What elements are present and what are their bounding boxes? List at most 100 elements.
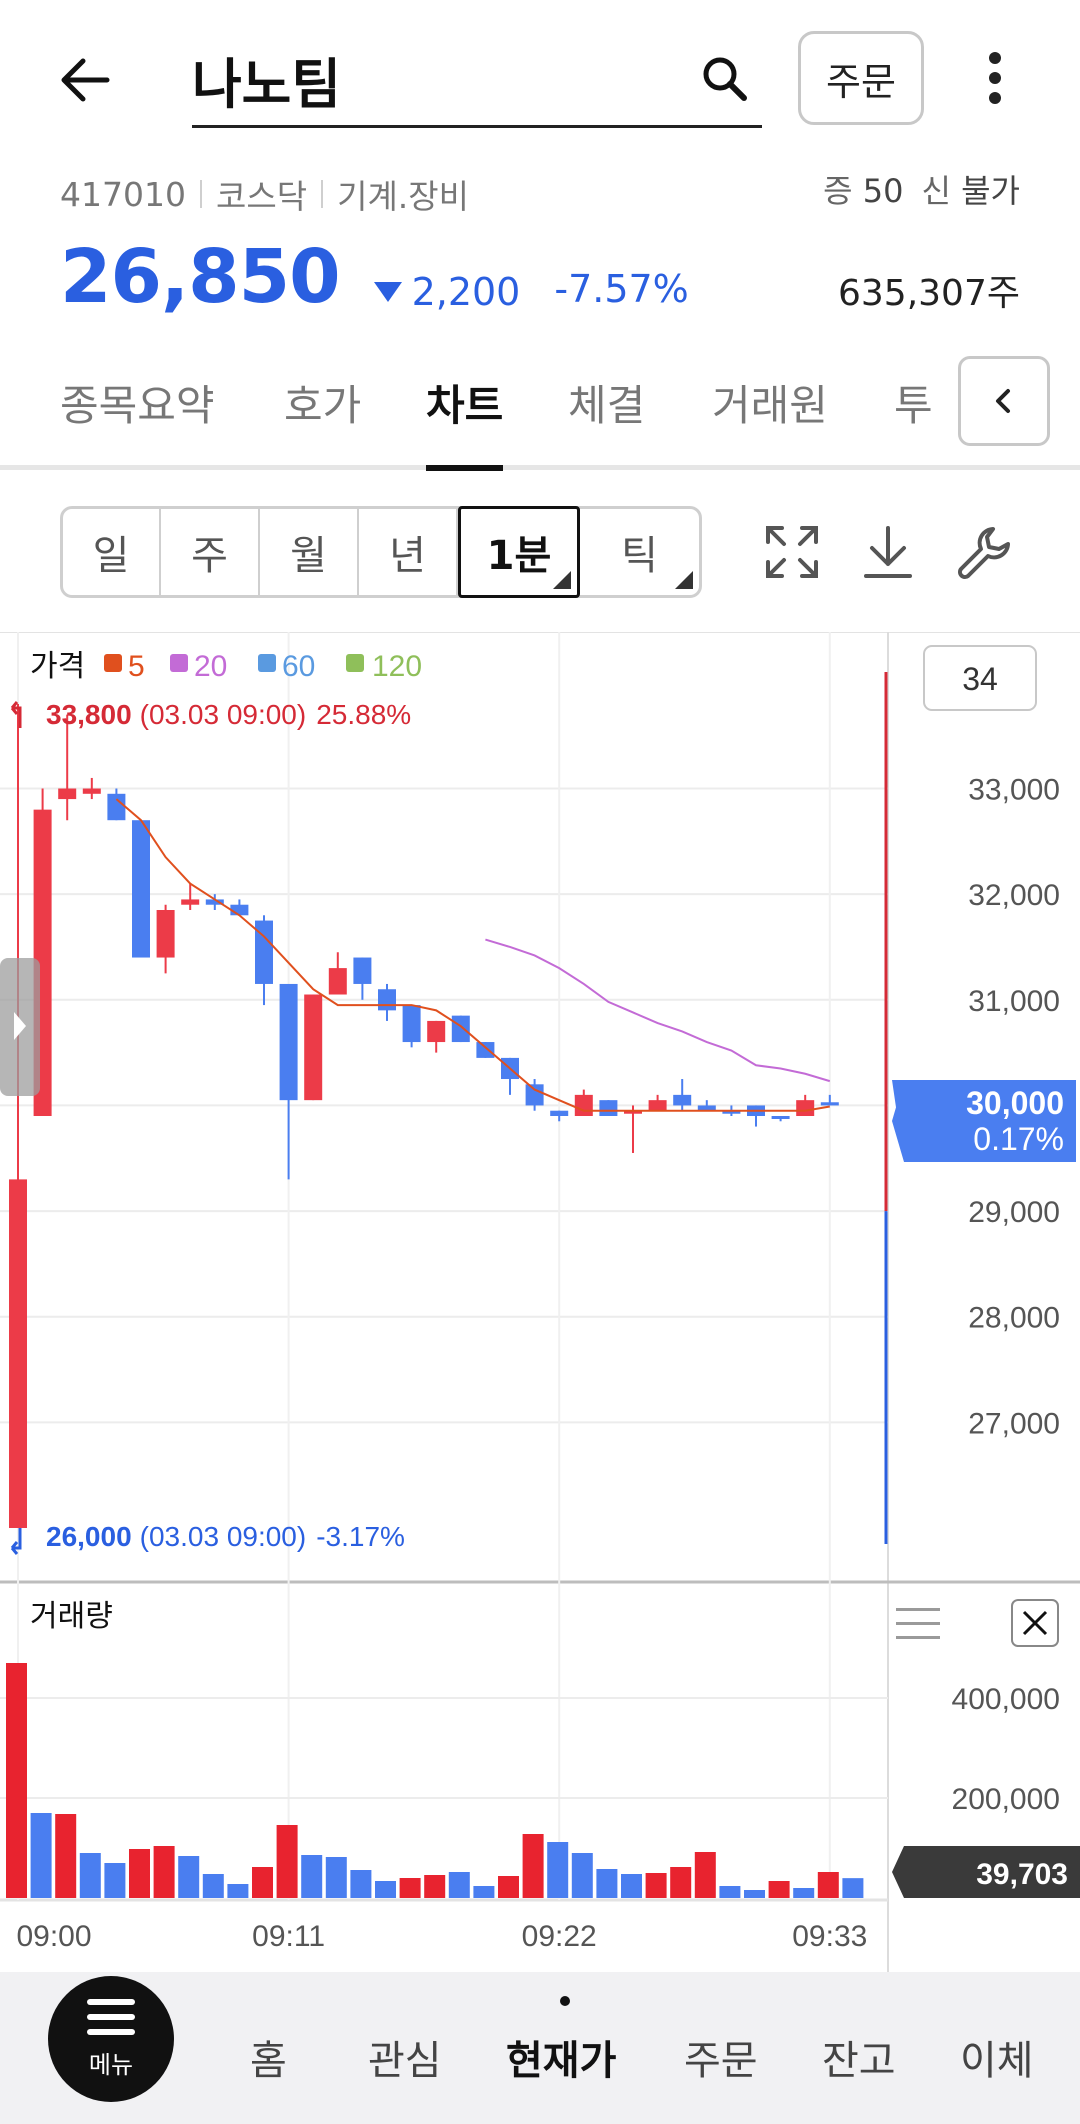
legend-ma20: 20	[194, 650, 227, 683]
high-marker-icon	[10, 701, 22, 728]
price-row: 26,850 2,200 -7.57%	[60, 234, 689, 320]
bottom-navigation: 메뉴 홈 관심 현재가 주문 잔고 이체	[0, 1972, 1080, 2124]
nav-watchlist[interactable]: 관심	[368, 2038, 442, 2084]
volume-bar	[694, 1852, 716, 1898]
period-selector: 일 주 월 년 1분 틱	[60, 506, 702, 598]
low-marker-icon	[10, 1528, 22, 1555]
period-day[interactable]: 일	[63, 509, 161, 595]
legend-swatch-ma20	[170, 654, 188, 672]
expand-icon	[766, 526, 818, 578]
candle-body	[476, 1042, 495, 1058]
stock-sector: 기계.장비	[337, 177, 470, 216]
candle-body	[181, 899, 200, 905]
time-tick-label: 09:00	[16, 1920, 91, 1953]
chart-marks: 33,000 32,000 31,000 29,000 28,000 27,000 09:0…	[6, 672, 1060, 1953]
legend-ma5: 5	[128, 650, 145, 683]
low-annotation: 26,000 (03.03 09:00) -3.17%	[46, 1521, 405, 1552]
period-1min-label: 1분	[486, 533, 552, 579]
tab-brokers[interactable]: 거래원	[712, 381, 828, 430]
volume-bar	[178, 1856, 200, 1898]
nav-current-price[interactable]: 현재가	[506, 2038, 617, 2084]
candle-body	[378, 989, 396, 1011]
legend-ma60: 60	[282, 650, 315, 683]
nav-balance[interactable]: 잔고	[822, 2038, 896, 2084]
high-detail: (03.03 09:00)	[140, 699, 307, 730]
menu-label: 메뉴	[88, 2050, 134, 2079]
back-button[interactable]	[50, 48, 120, 112]
order-button[interactable]: 주문	[798, 31, 924, 125]
volume-pane-title: 거래량	[30, 1600, 113, 1633]
candle-body	[451, 1015, 470, 1043]
candle-body	[796, 1100, 815, 1116]
volume-bar	[596, 1869, 618, 1898]
candle-body	[328, 968, 347, 995]
tab-investor[interactable]: 투	[894, 381, 933, 430]
tab-chart[interactable]: 차트	[426, 372, 504, 471]
close-volume-button[interactable]	[1011, 1599, 1059, 1647]
volume-bar	[522, 1834, 544, 1898]
period-1min[interactable]: 1분	[458, 506, 580, 598]
tab-summary[interactable]: 종목요약	[60, 381, 215, 430]
volume-bar	[768, 1881, 790, 1898]
credit-value: 불가	[961, 172, 1020, 210]
period-day-label: 일	[92, 533, 130, 579]
candle-body	[132, 820, 150, 958]
volume-bar	[399, 1878, 421, 1898]
stock-chart[interactable]: 33,000 32,000 31,000 29,000 28,000 27,000 09:0…	[0, 631, 1080, 1972]
legend-ma120: 120	[372, 650, 422, 683]
price-tick-label: 28,000	[968, 1302, 1060, 1335]
nav-order[interactable]: 주문	[684, 2038, 758, 2084]
candle-body	[820, 1102, 839, 1106]
wrench-icon	[958, 527, 1010, 579]
volume-bar	[202, 1874, 224, 1898]
dropdown-corner-icon	[553, 571, 571, 589]
nav-transfer[interactable]: 이체	[960, 2038, 1034, 2084]
margin-label: 증	[823, 172, 853, 210]
tab-trades[interactable]: 체결	[568, 381, 646, 430]
nav-home[interactable]: 홈	[250, 2038, 287, 2084]
change-amount: 2,200	[411, 270, 521, 314]
candle-body	[648, 1100, 667, 1111]
period-tick[interactable]: 틱	[580, 509, 699, 595]
play-triangle-icon	[14, 1012, 26, 1040]
current-price: 26,850	[60, 234, 341, 320]
price-change: 2,200	[373, 270, 521, 314]
download-button[interactable]	[854, 518, 922, 586]
volume-bar	[6, 1663, 27, 1898]
low-price: 26,000	[46, 1521, 132, 1552]
volume-bar	[301, 1855, 323, 1898]
period-month[interactable]: 월	[260, 509, 359, 595]
menu-button[interactable]: 메뉴	[48, 1976, 174, 2102]
credit-label: 신	[921, 172, 951, 210]
period-week-label: 주	[191, 533, 228, 579]
period-week[interactable]: 주	[161, 509, 260, 595]
period-year[interactable]: 년	[359, 509, 458, 595]
volume-bar	[325, 1857, 347, 1898]
stock-search-field[interactable]: 나노팀	[192, 30, 762, 128]
divider	[321, 180, 324, 208]
chart-settings-button[interactable]	[950, 518, 1018, 586]
more-options-button[interactable]	[975, 46, 1015, 110]
candle-body	[304, 994, 323, 1101]
search-button[interactable]	[692, 46, 756, 110]
candle-body	[205, 899, 224, 905]
volume-menu-icon[interactable]	[896, 1608, 940, 1639]
low-pct: -3.17%	[316, 1521, 405, 1552]
chevron-left-icon	[996, 389, 1010, 413]
candle-count-badge[interactable]	[923, 645, 1037, 711]
volume-bar	[571, 1853, 593, 1898]
tab-scroll-button[interactable]	[958, 356, 1050, 446]
tab-orderbook[interactable]: 호가	[284, 381, 362, 430]
volume-bar	[842, 1878, 864, 1898]
hamburger-icon	[87, 1998, 135, 2035]
volume-bar	[645, 1873, 667, 1898]
candle-body	[402, 1005, 421, 1043]
volume-bar	[276, 1825, 298, 1898]
fullscreen-button[interactable]	[758, 518, 826, 586]
divider	[199, 180, 202, 208]
candle-body	[255, 920, 273, 984]
volume-bar	[621, 1874, 642, 1898]
volume-bar	[498, 1876, 519, 1898]
candle-body	[230, 904, 249, 916]
tab-bar: 종목요약 호가 차트 체결 거래원 투	[0, 350, 1080, 471]
